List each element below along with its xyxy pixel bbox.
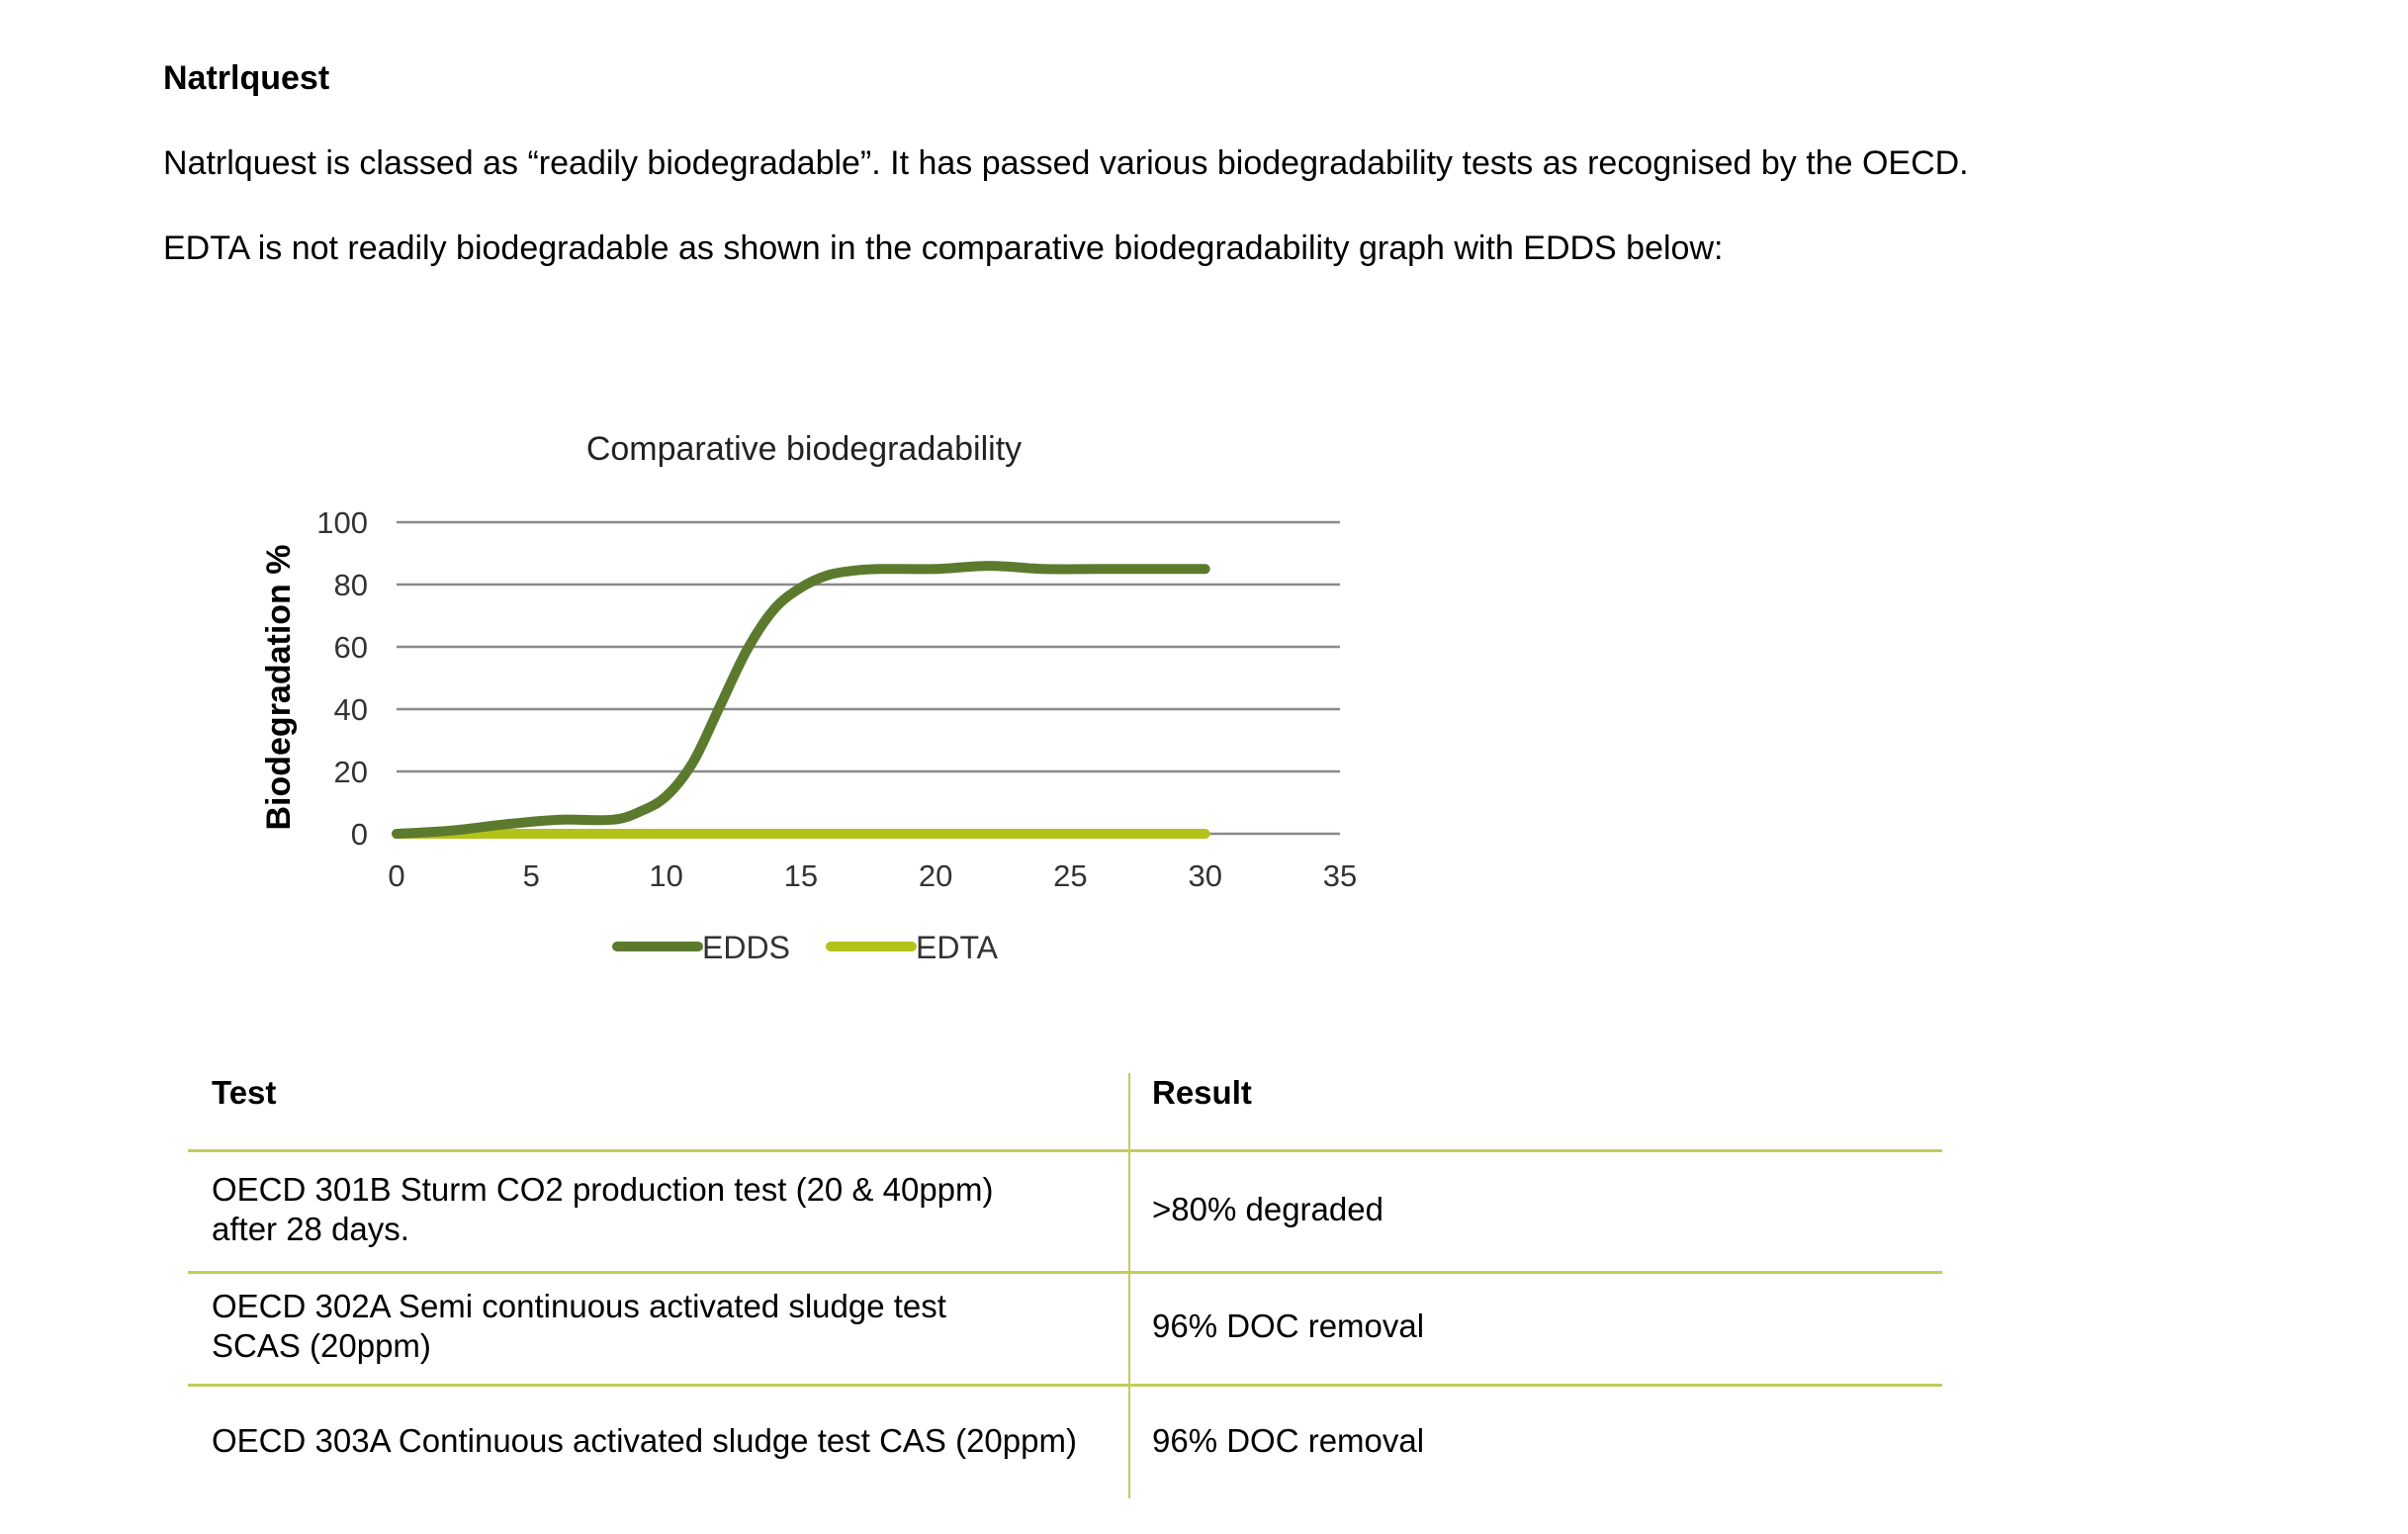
y-tick-label: 40 bbox=[334, 692, 368, 727]
x-tick-label: 5 bbox=[523, 858, 540, 893]
y-tick-label: 100 bbox=[316, 505, 368, 540]
row-divider bbox=[188, 1271, 1942, 1274]
column-divider bbox=[1128, 1073, 1130, 1498]
test-line: after 28 days. bbox=[212, 1211, 409, 1247]
section-heading: Natrlquest bbox=[163, 59, 330, 97]
y-tick-label: 60 bbox=[334, 630, 368, 665]
header-result: Result bbox=[1152, 1074, 1252, 1111]
x-tick-label: 20 bbox=[919, 858, 952, 893]
series-line-edds bbox=[392, 561, 1210, 839]
table-row-2-test: OECD 302A Semi continuous activated slud… bbox=[212, 1287, 946, 1366]
x-tick-label: 0 bbox=[388, 858, 404, 893]
test-line: OECD 301B Sturm CO2 production test (20 … bbox=[212, 1171, 994, 1208]
x-tick-label: 25 bbox=[1053, 858, 1087, 893]
legend-label-edds: EDDS bbox=[702, 930, 790, 965]
table-row-1-test: OECD 301B Sturm CO2 production test (20 … bbox=[212, 1170, 994, 1249]
biodegradability-chart: Comparative biodegradability020406080100… bbox=[260, 430, 1357, 965]
x-tick-label: 30 bbox=[1188, 858, 1221, 893]
test-line: SCAS (20ppm) bbox=[212, 1327, 431, 1364]
intro-paragraph: Natrlquest is classed as “readily biodeg… bbox=[163, 144, 1969, 182]
row-divider bbox=[188, 1384, 1942, 1387]
header-divider bbox=[188, 1149, 1942, 1152]
test-results-table: Test Result OECD 301B Sturm CO2 producti… bbox=[188, 1073, 1942, 1498]
x-tick-label: 35 bbox=[1323, 858, 1357, 893]
y-tick-label: 0 bbox=[351, 817, 368, 852]
table-row-2-result: 96% DOC removal bbox=[1152, 1308, 1425, 1344]
edta-paragraph: EDTA is not readily biodegradable as sho… bbox=[163, 229, 1724, 267]
y-tick-label: 20 bbox=[334, 755, 368, 789]
test-line: OECD 302A Semi continuous activated slud… bbox=[212, 1288, 946, 1324]
table-row-1-result: >80% degraded bbox=[1152, 1191, 1383, 1227]
x-tick-label: 15 bbox=[784, 858, 818, 893]
x-tick-label: 10 bbox=[649, 858, 682, 893]
y-axis-label: Biodegradation % bbox=[260, 544, 298, 830]
chart-title: Comparative biodegradability bbox=[586, 430, 1022, 468]
table-row-3-test: OECD 303A Continuous activated sludge te… bbox=[212, 1422, 1077, 1459]
legend-label-edta: EDTA bbox=[916, 930, 999, 965]
y-tick-label: 80 bbox=[334, 568, 368, 602]
header-test: Test bbox=[212, 1074, 277, 1111]
table-row-3-result: 96% DOC removal bbox=[1152, 1422, 1425, 1459]
